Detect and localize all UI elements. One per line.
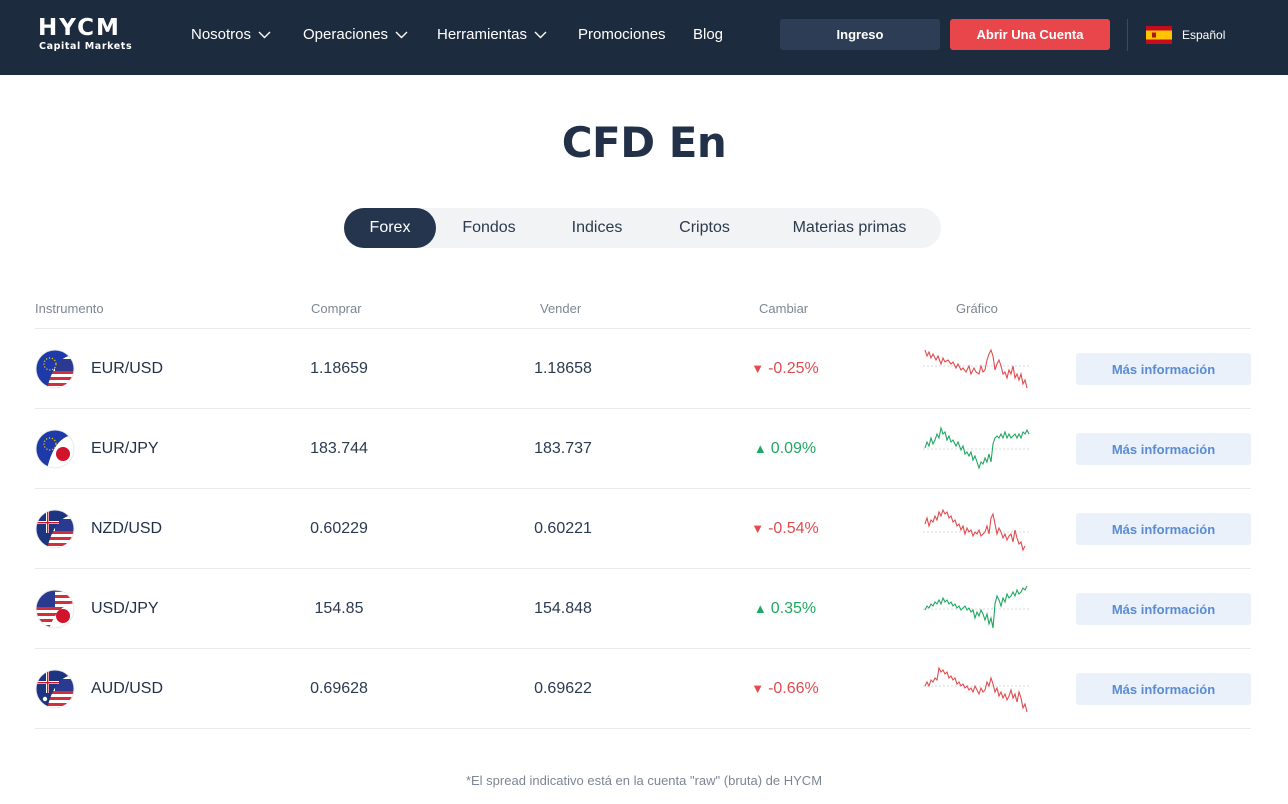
buy-price: 183.744 [310,440,368,457]
instrument-name: USD/JPY [91,600,159,617]
sparkline-chart [923,666,1031,712]
change-value: ▲ 0.35% [725,600,845,618]
more-info-button[interactable]: Más información [1076,593,1251,625]
eu-jp-flag-icon [35,429,75,469]
more-info-button[interactable]: Más información [1076,673,1251,705]
nav-item-label: Operaciones [303,25,389,43]
up-arrow-icon: ▲ [753,441,767,456]
column-header-chart: Gráfico [956,301,998,316]
buy-price: 1.18659 [310,360,368,377]
instrument-name: EUR/JPY [91,440,159,457]
spread-footnote: *El spread indicativo está en la cuenta … [465,773,823,788]
us-jp-flag-icon [35,589,75,629]
sell-price: 0.60221 [534,520,592,537]
column-header-instrument: Instrumento [35,301,104,316]
eu-us-flag-icon [35,349,75,389]
sparkline-chart [923,425,1031,470]
table-bottom-divider [35,728,1251,729]
market-tabs: Forex Fondos Indices Criptos Materias pr… [344,208,941,248]
sell-price: 1.18658 [534,360,592,377]
change-percent: -0.66% [768,680,819,697]
chevron-down-icon [258,31,271,38]
tab-fondos[interactable]: Fondos [462,219,516,236]
sell-price: 154.848 [534,600,592,617]
instrument-name: AUD/USD [91,680,164,697]
nav-item-blog[interactable]: Blog [693,24,723,44]
login-button[interactable]: Ingreso [780,19,940,50]
change-percent: -0.54% [768,520,819,537]
page-title: CFD En [561,118,727,167]
header-divider [1127,19,1128,51]
sell-price: 183.737 [534,440,592,457]
chevron-down-icon [395,31,408,38]
more-info-button[interactable]: Más información [1076,433,1251,465]
nav-item-label: Herramientas [437,25,528,43]
buy-price: 0.60229 [310,520,368,537]
nz-us-flag-icon [35,509,75,549]
nav-item-label: Promociones [578,25,666,43]
down-arrow-icon: ▼ [751,681,765,696]
top-navbar: HYCM Capital Markets Nosotros Operacione… [0,0,1288,75]
nav-item-promociones[interactable]: Promociones [578,24,666,44]
up-arrow-icon: ▲ [753,601,767,616]
change-percent: 0.09% [770,440,817,457]
change-percent: 0.35% [770,600,817,617]
language-label: Español [1182,28,1226,42]
instrument-name: EUR/USD [91,360,164,377]
nav-item-label: Nosotros [191,25,252,43]
down-arrow-icon: ▼ [751,521,765,536]
table-row: EUR/JPY 183.744 183.737 ▲ 0.09% Más infor… [35,408,1251,488]
sell-price: 0.69622 [534,680,592,697]
nav-item-nosotros[interactable]: Nosotros [191,24,271,44]
table-row: AUD/USD 0.69628 0.69622 ▼ -0.66% Más info… [35,648,1251,728]
table-row: EUR/USD 1.18659 1.18658 ▼ -0.25% Más info… [35,328,1251,408]
change-value: ▲ 0.09% [725,440,845,458]
logo-subtitle: Capital Markets [39,41,133,52]
column-header-buy: Comprar [311,301,362,316]
language-selector[interactable]: Español [1146,25,1225,45]
table-row: USD/JPY 154.85 154.848 ▲ 0.35% Más inform… [35,568,1251,648]
spain-flag-icon [1146,26,1172,44]
more-info-button[interactable]: Más información [1076,513,1251,545]
nav-item-herramientas[interactable]: Herramientas [437,24,547,44]
logo-wordmark: HYCM [38,15,121,41]
hycm-logo[interactable]: HYCM Capital Markets [38,16,134,56]
tab-indices[interactable]: Indices [571,219,623,236]
open-account-button[interactable]: Abrir Una Cuenta [950,19,1110,50]
sparkline-chart [923,348,1031,389]
instrument-name: NZD/USD [91,520,163,537]
table-row: NZD/USD 0.60229 0.60221 ▼ -0.54% Más info… [35,488,1251,568]
chevron-down-icon [534,31,547,38]
change-value: ▼ -0.25% [725,360,845,378]
buy-price: 0.69628 [310,680,368,697]
au-us-flag-icon [35,669,75,709]
sparkline-chart [923,508,1031,552]
more-info-button[interactable]: Más información [1076,353,1251,385]
change-percent: -0.25% [768,360,819,377]
tab-materias-primas[interactable]: Materias primas [792,219,907,236]
tab-criptos[interactable]: Criptos [679,219,730,236]
buy-price: 154.85 [314,600,364,617]
column-header-change: Cambiar [759,301,809,316]
nav-item-operaciones[interactable]: Operaciones [303,24,408,44]
sparkline-chart [923,585,1031,629]
tab-forex[interactable]: Forex [344,208,436,248]
nav-item-label: Blog [693,25,724,43]
change-value: ▼ -0.54% [725,520,845,538]
change-value: ▼ -0.66% [725,680,845,698]
column-header-sell: Vender [540,301,582,316]
down-arrow-icon: ▼ [751,361,765,376]
